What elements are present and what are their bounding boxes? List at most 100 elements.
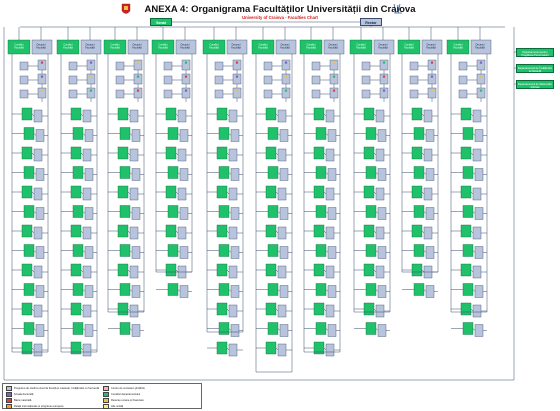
support-unit-box	[263, 61, 273, 71]
department-council-box	[216, 302, 228, 316]
support-unit-box	[409, 61, 419, 71]
support-unit-box	[409, 75, 419, 85]
department-link	[275, 269, 279, 273]
department-council-box	[267, 283, 279, 296]
department-link	[470, 230, 474, 234]
department-link	[82, 172, 86, 175]
department-box	[377, 168, 387, 181]
department-council-box	[23, 127, 35, 140]
department-box	[423, 187, 433, 201]
department-council-box	[363, 302, 375, 316]
department-council-box	[165, 185, 177, 199]
senat-box: Senat	[150, 18, 172, 26]
department-council-box	[216, 185, 228, 199]
department-box	[35, 207, 45, 220]
department-council-box	[315, 322, 327, 335]
department-council-box	[315, 166, 327, 179]
department-box	[35, 129, 45, 142]
support-unit-box	[68, 61, 78, 71]
department-link	[175, 152, 179, 156]
department-box	[179, 168, 189, 181]
department-box	[129, 304, 139, 318]
department-box	[472, 265, 482, 279]
department-link	[80, 191, 84, 195]
department-link	[375, 289, 379, 292]
department-box	[82, 109, 92, 123]
department-link	[82, 328, 86, 331]
legend: Programe de studii la nivel de licență ș…	[2, 383, 202, 409]
department-box	[472, 187, 482, 201]
unit-marker	[184, 75, 188, 78]
department-box	[131, 168, 141, 181]
department-box	[35, 324, 45, 337]
legend-item: Alte unități	[103, 404, 123, 409]
department-council-box	[70, 263, 82, 277]
department-link	[80, 152, 84, 156]
department-box	[129, 148, 139, 162]
legend-label: Școala doctorală	[14, 393, 34, 397]
department-box	[474, 246, 484, 259]
department-link	[277, 250, 281, 253]
department-box	[327, 285, 337, 298]
department-council-box	[23, 322, 35, 335]
legend-item: Resurse umane și financiare	[103, 398, 144, 403]
department-link	[177, 289, 181, 292]
department-link	[423, 250, 427, 253]
department-link	[325, 211, 329, 214]
department-box	[325, 343, 335, 357]
department-link	[323, 308, 327, 312]
department-council-box	[313, 224, 325, 238]
department-link	[375, 328, 379, 331]
department-link	[277, 133, 281, 136]
department-box	[228, 187, 238, 201]
legend-swatch	[6, 398, 12, 403]
university-logo	[121, 3, 131, 17]
department-box	[472, 148, 482, 162]
department-council-box	[218, 166, 230, 179]
department-link	[228, 133, 232, 136]
department-link	[470, 269, 474, 273]
faculty-council-label: Consiliul	[258, 44, 268, 47]
dean-box	[373, 39, 395, 55]
department-council-box	[267, 205, 279, 218]
department-box	[375, 109, 385, 123]
support-unit-box	[163, 61, 173, 71]
department-link	[472, 289, 476, 292]
department-box	[377, 207, 387, 220]
dean-box	[275, 39, 297, 55]
dean-label: Decanul	[281, 44, 290, 47]
legend-swatch	[103, 386, 109, 391]
department-link	[33, 211, 37, 214]
department-council-box	[216, 341, 228, 355]
unit-marker	[136, 75, 140, 78]
department-box	[129, 109, 139, 123]
department-box	[84, 246, 94, 259]
department-council-box	[363, 263, 375, 277]
department-council-box	[460, 107, 472, 121]
legend-item: Consiliul departamentului	[103, 392, 140, 397]
faculty-council-box	[103, 39, 127, 55]
department-council-box	[460, 263, 472, 277]
department-box	[375, 304, 385, 318]
department-link	[33, 172, 37, 175]
department-box	[230, 168, 240, 181]
department-council-box	[70, 302, 82, 316]
department-council-box	[365, 166, 377, 179]
unit-marker	[89, 75, 93, 78]
department-box	[325, 265, 335, 279]
department-link	[127, 269, 131, 273]
faculty-council-box	[349, 39, 373, 55]
department-link	[275, 230, 279, 234]
department-council-box	[21, 107, 33, 121]
legend-label: Consiliul departamentului	[111, 393, 141, 397]
unit-marker	[430, 61, 434, 64]
department-box	[84, 207, 94, 220]
unit-marker	[184, 61, 188, 64]
department-box	[327, 168, 337, 181]
department-link	[275, 308, 279, 312]
department-box	[279, 285, 289, 298]
department-council-box	[365, 283, 377, 296]
department-council-box	[460, 146, 472, 160]
department-council-box	[265, 302, 277, 316]
department-council-box	[265, 341, 277, 355]
